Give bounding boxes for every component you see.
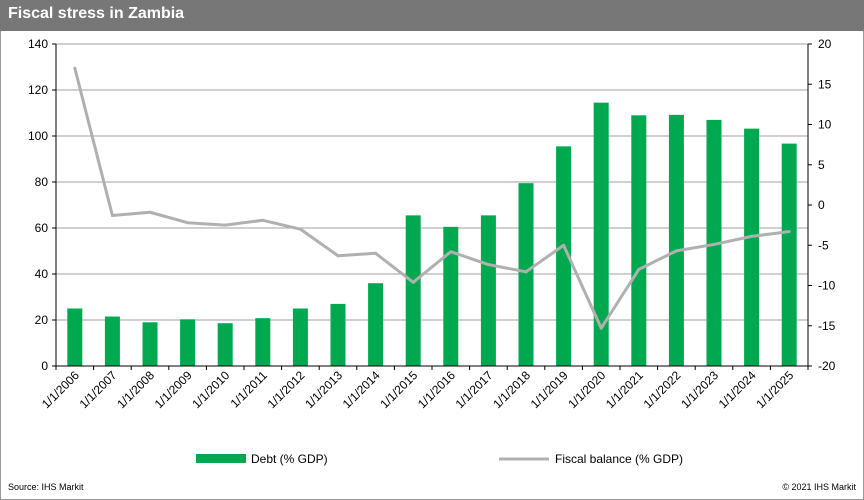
debt-bars	[67, 102, 797, 367]
x-tick-label: 1/1/2010	[189, 368, 232, 411]
fiscal-balance-point	[298, 227, 302, 231]
fiscal-balance-point	[73, 66, 77, 70]
debt-bar	[631, 115, 647, 366]
x-tick-label: 1/1/2021	[603, 368, 646, 411]
x-tick-label: 1/1/2025	[753, 368, 796, 411]
x-tick-label: 1/1/2023	[678, 368, 721, 411]
fiscal-balance-point	[336, 254, 340, 258]
fiscal-balance-point	[411, 280, 415, 284]
x-tick-label: 1/1/2019	[528, 368, 571, 411]
gridlines	[56, 43, 808, 321]
fiscal-balance-point	[524, 270, 528, 274]
legend-fiscal-label: Fiscal balance (% GDP)	[555, 452, 683, 466]
debt-bar	[744, 128, 760, 366]
fiscal-balance-point	[787, 230, 791, 234]
debt-bar	[480, 215, 496, 366]
fiscal-balance-point	[449, 250, 453, 254]
x-tick-label: 1/1/2006	[39, 368, 82, 411]
fiscal-balance-point	[712, 242, 716, 246]
y-right-tick-label: -5	[818, 238, 829, 252]
x-tick-label: 1/1/2014	[340, 368, 383, 411]
debt-bar	[330, 303, 346, 366]
y-left-tick-label: 40	[35, 267, 49, 281]
y-left-tick-label: 20	[35, 313, 49, 327]
x-tick-label: 1/1/2011	[228, 368, 271, 411]
fiscal-balance-point	[750, 234, 754, 238]
debt-bar	[292, 308, 308, 366]
y-left-tick-label: 60	[35, 221, 49, 235]
x-tick-label: 1/1/2012	[265, 368, 308, 411]
x-tick-label: 1/1/2015	[377, 368, 420, 411]
y-left-tick-label: 0	[41, 359, 48, 373]
debt-bar	[67, 308, 83, 366]
copyright-note: © 2021 IHS Markit	[782, 482, 856, 492]
x-tick-label: 1/1/2008	[114, 368, 157, 411]
x-tick-label: 1/1/2013	[302, 368, 345, 411]
debt-bar	[593, 102, 609, 367]
y-left-tick-label: 80	[35, 175, 49, 189]
x-tick-label: 1/1/2024	[716, 368, 759, 411]
fiscal-balance-point	[261, 218, 265, 222]
debt-bar	[255, 318, 271, 366]
x-tick-label: 1/1/2009	[152, 368, 195, 411]
legend-debt-swatch	[196, 454, 246, 463]
y-right-tick-label: -20	[818, 359, 836, 373]
debt-bar	[781, 143, 797, 366]
debt-bar	[217, 323, 233, 366]
legend: Debt (% GDP) Fiscal balance (% GDP)	[196, 452, 683, 466]
fiscal-balance-point	[186, 221, 190, 225]
fiscal-balance-point	[374, 251, 378, 255]
debt-bar	[368, 283, 384, 366]
fiscal-balance-point	[148, 210, 152, 214]
source-note: Source: IHS Markit	[8, 482, 84, 492]
y-right-tick-label: 15	[818, 77, 832, 91]
x-tick-label: 1/1/2016	[415, 368, 458, 411]
legend-debt-label: Debt (% GDP)	[251, 452, 328, 466]
x-tick-label: 1/1/2007	[77, 368, 120, 411]
debt-bar	[104, 316, 120, 366]
chart-title: Fiscal stress in Zambia	[8, 5, 185, 22]
fiscal-balance-line-group	[73, 66, 791, 330]
fiscal-balance-line	[73, 67, 790, 330]
y-right-tick-label: 10	[818, 118, 832, 132]
debt-bar	[518, 183, 534, 366]
title-bar: Fiscal stress in Zambia	[0, 0, 864, 31]
debt-bar	[142, 322, 158, 366]
fiscal-balance-point	[674, 249, 678, 253]
fiscal-balance-point	[599, 326, 603, 330]
y-right-tick-label: -15	[818, 319, 836, 333]
fiscal-balance-point	[223, 223, 227, 227]
y-right-tick-label: 5	[818, 158, 825, 172]
x-tick-label: 1/1/2018	[490, 368, 533, 411]
debt-bar	[668, 114, 684, 366]
x-tick-label: 1/1/2020	[565, 368, 608, 411]
fiscal-balance-point	[486, 263, 490, 267]
y-left-tick-label: 120	[28, 83, 48, 97]
y-right-tick-label: -10	[818, 279, 836, 293]
y-left-tick-label: 100	[28, 129, 48, 143]
fiscal-balance-point	[110, 213, 114, 217]
fiscal-balance-point	[637, 267, 641, 271]
debt-bar	[443, 226, 459, 366]
y-right-tick-label: 0	[818, 198, 825, 212]
fiscal-balance-point	[562, 243, 566, 247]
y-right-tick-label: 20	[818, 37, 832, 51]
y-left-tick-label: 140	[28, 37, 48, 51]
debt-bar	[180, 319, 196, 366]
x-tick-label: 1/1/2017	[453, 368, 496, 411]
x-tick-label: 1/1/2022	[641, 368, 684, 411]
debt-bar	[405, 215, 421, 366]
debt-bar	[556, 146, 572, 366]
